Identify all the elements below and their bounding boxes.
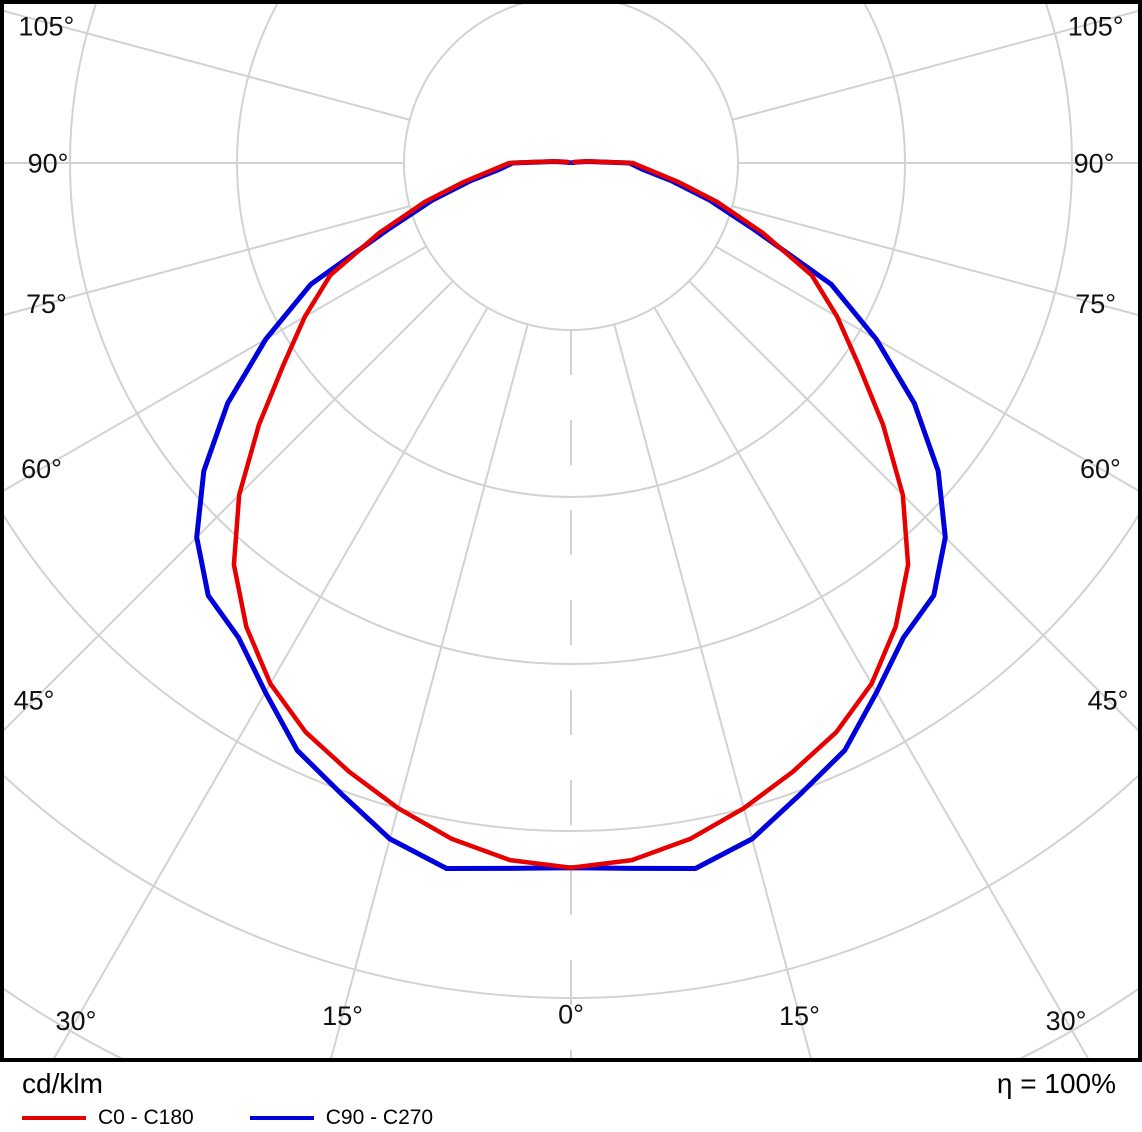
angle-label: 105° (18, 11, 74, 41)
grid-ring (4, 514, 1138, 832)
legend-label-c90-c270: C90 - C270 (325, 1106, 434, 1129)
grid-ray (4, 205, 410, 316)
curve-c0-c180 (231, 159, 911, 870)
angle-label: 15° (322, 1001, 363, 1031)
angle-label: 0° (558, 999, 584, 1029)
grid-ray (4, 10, 410, 121)
legend-label-c0-c180: C0 - C180 (98, 1106, 194, 1129)
grid-ray (53, 307, 489, 1058)
grid-ray (4, 280, 454, 732)
angle-label: 45° (14, 686, 55, 716)
angle-label: 75° (1075, 289, 1116, 319)
unit-label: cd/klm (22, 1068, 103, 1099)
legend: C0 - C180 C90 - C270 (22, 1106, 433, 1130)
angle-label: 30° (1046, 1006, 1087, 1036)
angle-label: 60° (21, 454, 62, 484)
legend-line-c90-c270 (249, 1116, 314, 1120)
grid-ray (732, 10, 1138, 121)
efficiency-label: η = 100% (996, 1068, 1116, 1099)
grid-ring (403, 4, 739, 331)
grid-ray (613, 324, 812, 1058)
angle-label: 90° (28, 148, 69, 178)
legend-item-c90-c270: C90 - C270 (249, 1106, 434, 1130)
angle-label: 105° (1068, 11, 1124, 41)
angle-label: 45° (1088, 686, 1129, 716)
grid-ray (732, 205, 1138, 316)
legend-item-c0-c180: C0 - C180 (22, 1106, 194, 1130)
grid-ray (653, 307, 1089, 1058)
polar-grid (4, 4, 1138, 1058)
grid-ray (715, 245, 1138, 492)
legend-line-c0-c180 (22, 1116, 86, 1120)
grid-ray (4, 245, 427, 492)
grid-ring (4, 774, 1138, 999)
angle-label: 60° (1080, 454, 1121, 484)
angle-label: 90° (1074, 148, 1115, 178)
grid-ray (688, 280, 1138, 732)
grid-ray (330, 324, 529, 1058)
chart-footer: cd/klm η = 100% C0 - C180 C90 - C270 (0, 1062, 1142, 1132)
polar-chart: 0° 15° 15° 30° 30° 45° 45° 60° 60° 75° 75° 90° 90° 10… (0, 0, 1142, 1062)
angle-label: 30° (56, 1006, 97, 1036)
angle-label: 15° (779, 1001, 820, 1031)
angle-label: 75° (26, 289, 67, 319)
plot-border (0, 0, 1142, 1062)
